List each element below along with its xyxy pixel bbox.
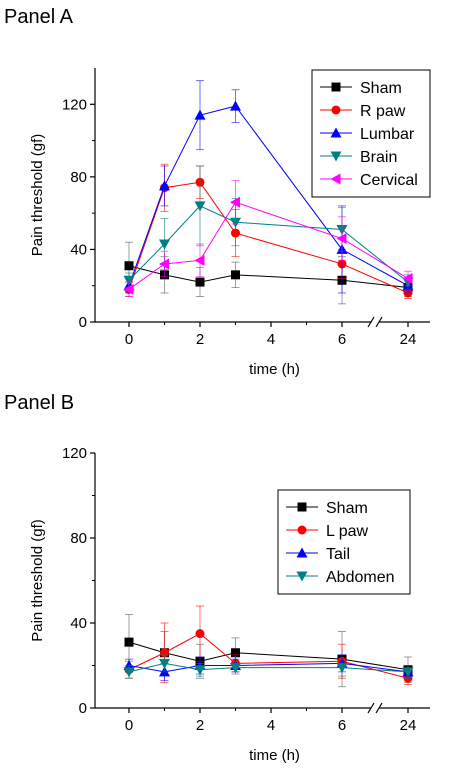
legend: Sham R paw Lumbar Brain Cervical [311, 69, 431, 198]
legend-label: Sham [360, 80, 402, 97]
legend-label: R paw [360, 103, 406, 120]
data-point [123, 667, 135, 678]
data-point [159, 239, 170, 250]
x-tick-label: 0 [125, 331, 133, 348]
data-point [194, 201, 206, 212]
y-tick-label: 40 [70, 615, 87, 632]
data-point [195, 629, 205, 639]
legend-label: Brain [360, 149, 397, 166]
legend-label: Abdomen [326, 569, 395, 586]
series-line [128, 662, 409, 673]
data-point [230, 196, 240, 208]
legend-label: L paw [326, 523, 369, 540]
legend-label: Cervical [360, 172, 418, 189]
series-line [128, 105, 409, 287]
data-point [194, 254, 205, 266]
y-tick-label: 40 [70, 241, 87, 258]
data-point [159, 258, 169, 270]
data-point [230, 663, 241, 674]
legend-marker [296, 571, 308, 582]
y-tick-label: 80 [70, 169, 87, 186]
data-point [124, 261, 134, 271]
data-point [336, 663, 348, 674]
legend-marker [330, 173, 341, 185]
axis-break-mark [375, 702, 383, 714]
data-point [194, 665, 206, 676]
y-tick-label: 0 [79, 700, 87, 717]
data-point [336, 233, 347, 245]
legend-label: Tail [326, 546, 350, 563]
x-tick-label: 0 [125, 717, 133, 734]
axis-break-mark [375, 316, 383, 328]
data-point [231, 648, 240, 658]
legend-marker [297, 525, 307, 535]
data-point [402, 272, 413, 284]
data-point [230, 100, 241, 111]
data-point [159, 180, 170, 191]
y-tick-label: 120 [62, 445, 87, 462]
legend-marker [330, 151, 342, 162]
legend-marker [331, 82, 341, 92]
x-axis-label: time (h) [249, 747, 300, 764]
legend: Sham L paw Tail Abdomen [277, 489, 411, 595]
x-tick-label: 2 [196, 331, 204, 348]
y-tick-label: 120 [62, 96, 87, 113]
legend-marker [296, 547, 308, 558]
data-point [402, 667, 414, 678]
axis-break-mark [367, 316, 375, 328]
x-axis-label: time (h) [249, 361, 300, 378]
x-tick-label: 4 [267, 717, 275, 734]
x-tick-label: 2 [196, 717, 204, 734]
data-point [195, 277, 205, 287]
y-axis-label: Pain threshold (gf) [29, 134, 46, 257]
series-line [128, 633, 409, 679]
series-line [128, 205, 409, 283]
series-abdomen [123, 654, 414, 679]
panel-a-title: Panel A [4, 6, 73, 28]
legend-marker [331, 105, 341, 115]
legend-marker [297, 502, 307, 512]
series-cervical [123, 180, 413, 298]
data-point [123, 275, 135, 286]
series-line [128, 265, 409, 289]
data-point [231, 270, 240, 280]
data-point [194, 109, 206, 120]
x-tick-label: 24 [400, 717, 417, 734]
series-line [128, 201, 409, 290]
data-point [123, 283, 134, 295]
y-tick-label: 0 [79, 314, 87, 331]
data-point [159, 658, 170, 669]
series-line [128, 641, 409, 671]
y-tick-label: 80 [70, 530, 87, 547]
panel-b-title: Panel B [4, 392, 75, 414]
series-line [128, 662, 409, 673]
x-tick-label: 24 [400, 331, 417, 348]
x-tick-label: 4 [267, 331, 275, 348]
y-axis-label: Pain threshold (gf) [29, 519, 46, 642]
legend-marker [330, 127, 342, 138]
legend-label: Sham [326, 500, 368, 517]
data-point [124, 637, 134, 647]
x-tick-label: 6 [338, 717, 346, 734]
axis-break-mark [367, 702, 375, 714]
series-line [128, 181, 409, 294]
x-tick-label: 6 [338, 331, 346, 348]
legend-label: Lumbar [360, 126, 415, 143]
